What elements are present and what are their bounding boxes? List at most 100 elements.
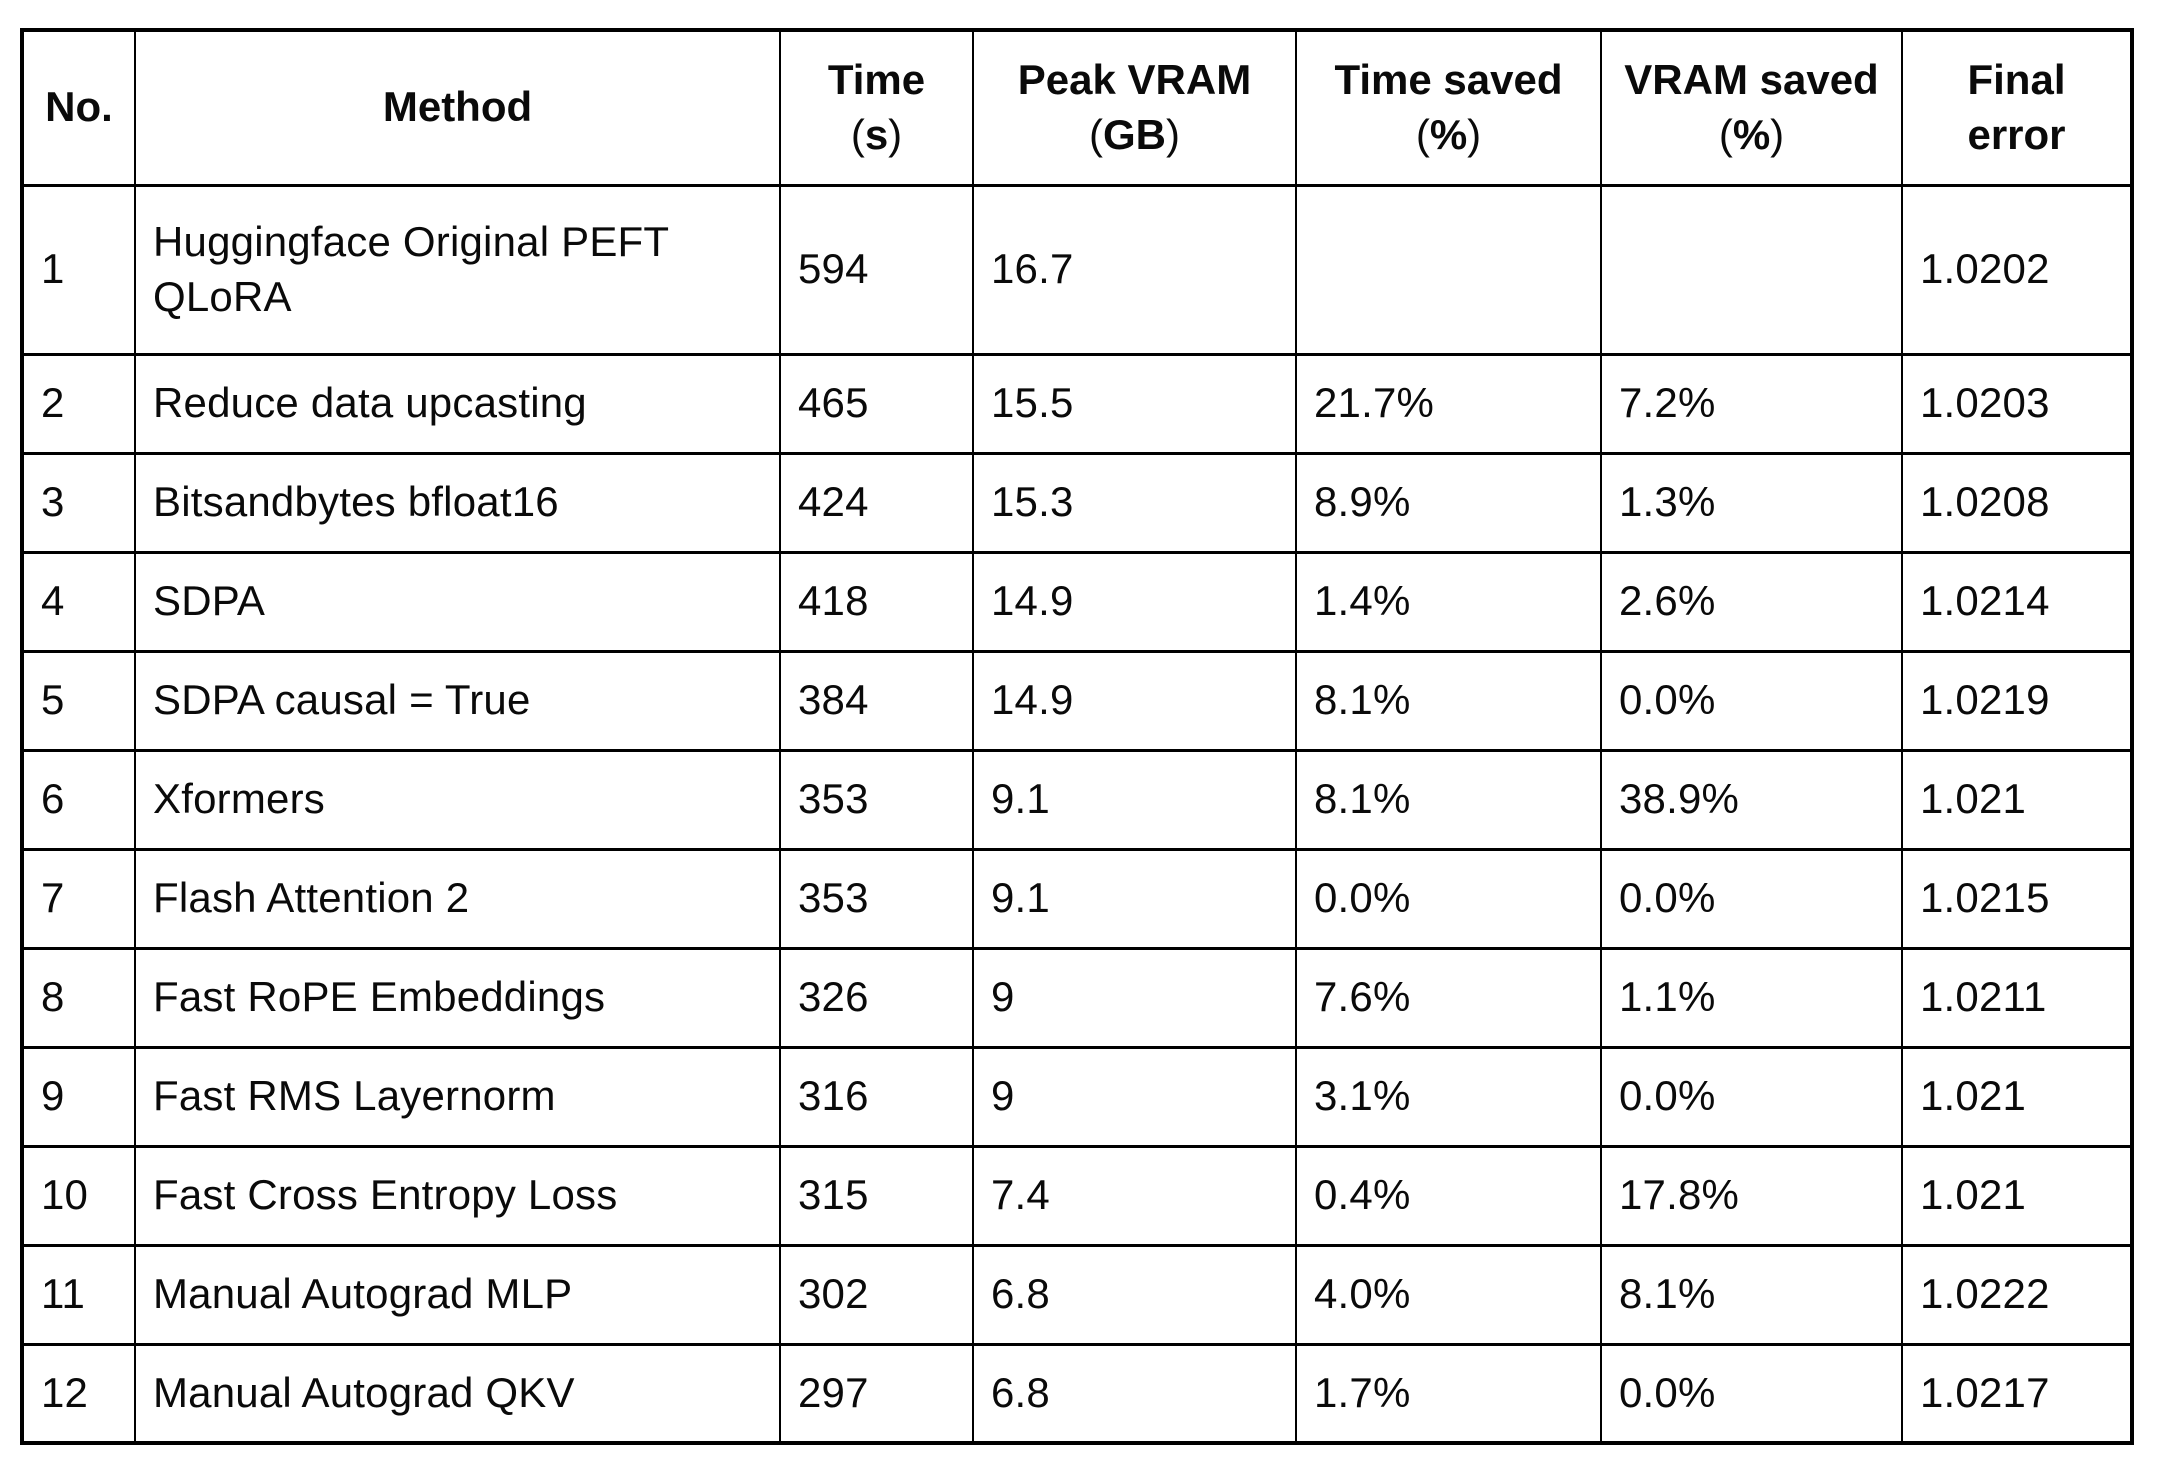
cell-no: 12 <box>21 1342 136 1445</box>
cell-vram: 6.8 <box>972 1342 1297 1445</box>
cell-method: Flash Attention 2 <box>134 847 781 950</box>
cell-final_error: 1.0214 <box>1901 550 2133 653</box>
cell-method: Fast RoPE Embeddings <box>134 946 781 1049</box>
cell-method: Bitsandbytes bfloat16 <box>134 451 781 554</box>
unit-paren: ( <box>1415 110 1430 158</box>
unit-paren: ( <box>850 110 865 158</box>
cell-method: Fast Cross Entropy Loss <box>134 1144 781 1247</box>
cell-time_saved: 4.0% <box>1295 1243 1602 1346</box>
cell-time_saved: 0.0% <box>1295 847 1602 950</box>
cell-vram: 7.4 <box>972 1144 1297 1247</box>
unit-text: s <box>864 110 889 158</box>
cell-no: 5 <box>21 649 136 752</box>
unit-paren: ) <box>1467 110 1482 158</box>
benchmark-table: No. Method Time (s) Peak VRAM (GB) Time saved(… <box>20 28 2134 1445</box>
cell-time: 315 <box>779 1144 974 1247</box>
cell-vram: 16.7 <box>972 183 1297 356</box>
cell-vram: 9.1 <box>972 847 1297 950</box>
cell-no: 6 <box>21 748 136 851</box>
unit-paren: ( <box>1718 110 1733 158</box>
cell-vram: 15.5 <box>972 352 1297 455</box>
cell-method: Huggingface Original PEFT QLoRA <box>134 183 781 356</box>
header-unit: (GB) <box>980 108 1289 163</box>
cell-no: 10 <box>21 1144 136 1247</box>
cell-vram: 9 <box>972 946 1297 1049</box>
unit-paren: ) <box>1770 110 1785 158</box>
header-label: VRAM saved <box>1624 56 1879 104</box>
unit-text: % <box>1732 110 1771 158</box>
cell-no: 7 <box>21 847 136 950</box>
column-header-final_error: Final error <box>1901 28 2133 187</box>
cell-time: 594 <box>779 183 974 356</box>
cell-method: Manual Autograd QKV <box>134 1342 781 1445</box>
cell-time_saved <box>1295 183 1602 356</box>
cell-time_saved: 21.7% <box>1295 352 1602 455</box>
unit-paren: ( <box>1089 110 1103 158</box>
cell-time: 465 <box>779 352 974 455</box>
cell-vram_saved: 1.1% <box>1600 946 1903 1049</box>
table-row: 9 Fast RMS Layernorm 316 9 3.1% 0.0% 1.021 <box>21 1045 2133 1148</box>
cell-time_saved: 0.4% <box>1295 1144 1602 1247</box>
cell-final_error: 1.0222 <box>1901 1243 2133 1346</box>
table-row: 11 Manual Autograd MLP 302 6.8 4.0% 8.1% 1.022… <box>21 1243 2133 1346</box>
header-unit: (%) <box>1608 108 1895 163</box>
header-label: Time saved <box>1334 56 1563 104</box>
column-header-method: Method <box>134 28 781 187</box>
header-unit: (s) <box>787 108 966 163</box>
cell-final_error: 1.0219 <box>1901 649 2133 752</box>
table-row: 1 Huggingface Original PEFT QLoRA 594 16.7 1… <box>21 183 2133 356</box>
cell-time: 384 <box>779 649 974 752</box>
cell-time: 424 <box>779 451 974 554</box>
cell-vram_saved: 8.1% <box>1600 1243 1903 1346</box>
cell-time: 353 <box>779 847 974 950</box>
table-row: 2 Reduce data upcasting 465 15.5 21.7% 7.2% 1.… <box>21 352 2133 455</box>
cell-vram_saved: 0.0% <box>1600 1045 1903 1148</box>
table-row: 6 Xformers 353 9.1 8.1% 38.9% 1.021 <box>21 748 2133 851</box>
cell-vram_saved: 0.0% <box>1600 847 1903 950</box>
cell-time: 316 <box>779 1045 974 1148</box>
unit-paren: ) <box>888 110 903 158</box>
header-label: Peak VRAM <box>1017 56 1252 104</box>
cell-time_saved: 1.4% <box>1295 550 1602 653</box>
cell-no: 2 <box>21 352 136 455</box>
cell-vram: 15.3 <box>972 451 1297 554</box>
cell-final_error: 1.021 <box>1901 1144 2133 1247</box>
cell-time_saved: 8.9% <box>1295 451 1602 554</box>
column-header-no: No. <box>21 28 136 187</box>
unit-text: GB <box>1103 110 1166 158</box>
cell-time: 418 <box>779 550 974 653</box>
cell-final_error: 1.0203 <box>1901 352 2133 455</box>
cell-vram_saved: 7.2% <box>1600 352 1903 455</box>
column-header-vram_saved: VRAM saved (%) <box>1600 28 1903 187</box>
cell-vram_saved: 17.8% <box>1600 1144 1903 1247</box>
cell-time: 297 <box>779 1342 974 1445</box>
cell-time_saved: 1.7% <box>1295 1342 1602 1445</box>
table-row: 5 SDPA causal = True 384 14.9 8.1% 0.0% 1.0219 <box>21 649 2133 752</box>
cell-final_error: 1.0215 <box>1901 847 2133 950</box>
cell-time: 326 <box>779 946 974 1049</box>
table-row: 8 Fast RoPE Embeddings 326 9 7.6% 1.1% 1.0211 <box>21 946 2133 1049</box>
cell-vram: 14.9 <box>972 649 1297 752</box>
cell-method: SDPA <box>134 550 781 653</box>
cell-no: 1 <box>21 183 136 356</box>
column-header-vram: Peak VRAM (GB) <box>972 28 1297 187</box>
cell-method: Reduce data upcasting <box>134 352 781 455</box>
cell-method: Xformers <box>134 748 781 851</box>
column-header-time: Time (s) <box>779 28 974 187</box>
cell-vram_saved <box>1600 183 1903 356</box>
cell-vram: 9.1 <box>972 748 1297 851</box>
cell-no: 11 <box>21 1243 136 1346</box>
cell-no: 3 <box>21 451 136 554</box>
cell-time_saved: 8.1% <box>1295 748 1602 851</box>
column-header-time_saved: Time saved (%) <box>1295 28 1602 187</box>
cell-vram: 6.8 <box>972 1243 1297 1346</box>
cell-time_saved: 3.1% <box>1295 1045 1602 1148</box>
cell-method: Fast RMS Layernorm <box>134 1045 781 1148</box>
cell-final_error: 1.021 <box>1901 748 2133 851</box>
header-label: Time <box>827 56 926 104</box>
cell-vram: 14.9 <box>972 550 1297 653</box>
cell-time_saved: 7.6% <box>1295 946 1602 1049</box>
cell-final_error: 1.0202 <box>1901 183 2133 356</box>
cell-vram: 9 <box>972 1045 1297 1148</box>
